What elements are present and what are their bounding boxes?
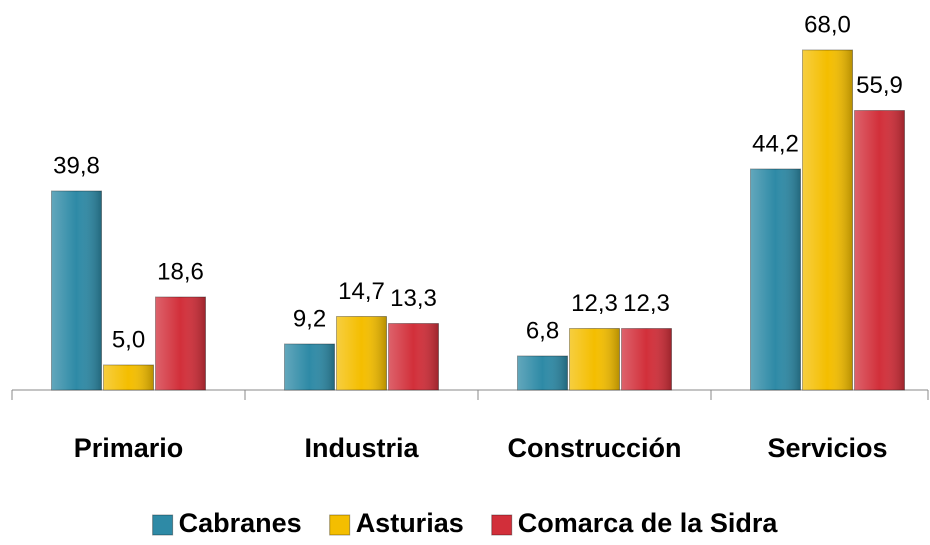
bar [388, 323, 439, 391]
x-tick-label: Industria [304, 433, 419, 463]
bar [517, 355, 568, 391]
legend-swatch [152, 514, 174, 536]
x-tick-label: Servicios [767, 433, 887, 463]
x-tick-label: Construcción [507, 433, 681, 463]
value-label: 5,0 [112, 326, 145, 353]
value-label: 68,0 [804, 11, 851, 38]
legend-item: Asturias [329, 508, 464, 538]
legend-swatch [329, 514, 351, 536]
bar [750, 168, 801, 391]
value-label: 6,8 [526, 317, 559, 344]
value-label: 12,3 [623, 290, 670, 317]
legend-label: Asturias [356, 508, 464, 538]
value-label: 14,7 [338, 278, 385, 305]
bar [336, 316, 387, 391]
value-label: 9,2 [293, 305, 326, 332]
legend-item: Comarca de la Sidra [491, 508, 779, 538]
legend-swatch [491, 514, 513, 536]
bar [621, 328, 672, 391]
bar [284, 343, 335, 391]
value-label: 13,3 [390, 285, 437, 312]
bar [155, 296, 206, 391]
value-label: 39,8 [53, 152, 100, 179]
value-label: 44,2 [752, 130, 799, 157]
legend-label: Comarca de la Sidra [518, 508, 779, 538]
x-tick-label: Primario [74, 433, 184, 463]
value-label: 18,6 [157, 258, 204, 285]
bar [103, 364, 154, 391]
legend-label: Cabranes [179, 508, 302, 538]
value-label: 12,3 [571, 290, 618, 317]
bar [802, 49, 853, 391]
bar [854, 110, 905, 391]
value-label: 55,9 [856, 72, 903, 99]
bar [51, 190, 102, 391]
bar [569, 328, 620, 391]
legend-item: Cabranes [152, 508, 302, 538]
